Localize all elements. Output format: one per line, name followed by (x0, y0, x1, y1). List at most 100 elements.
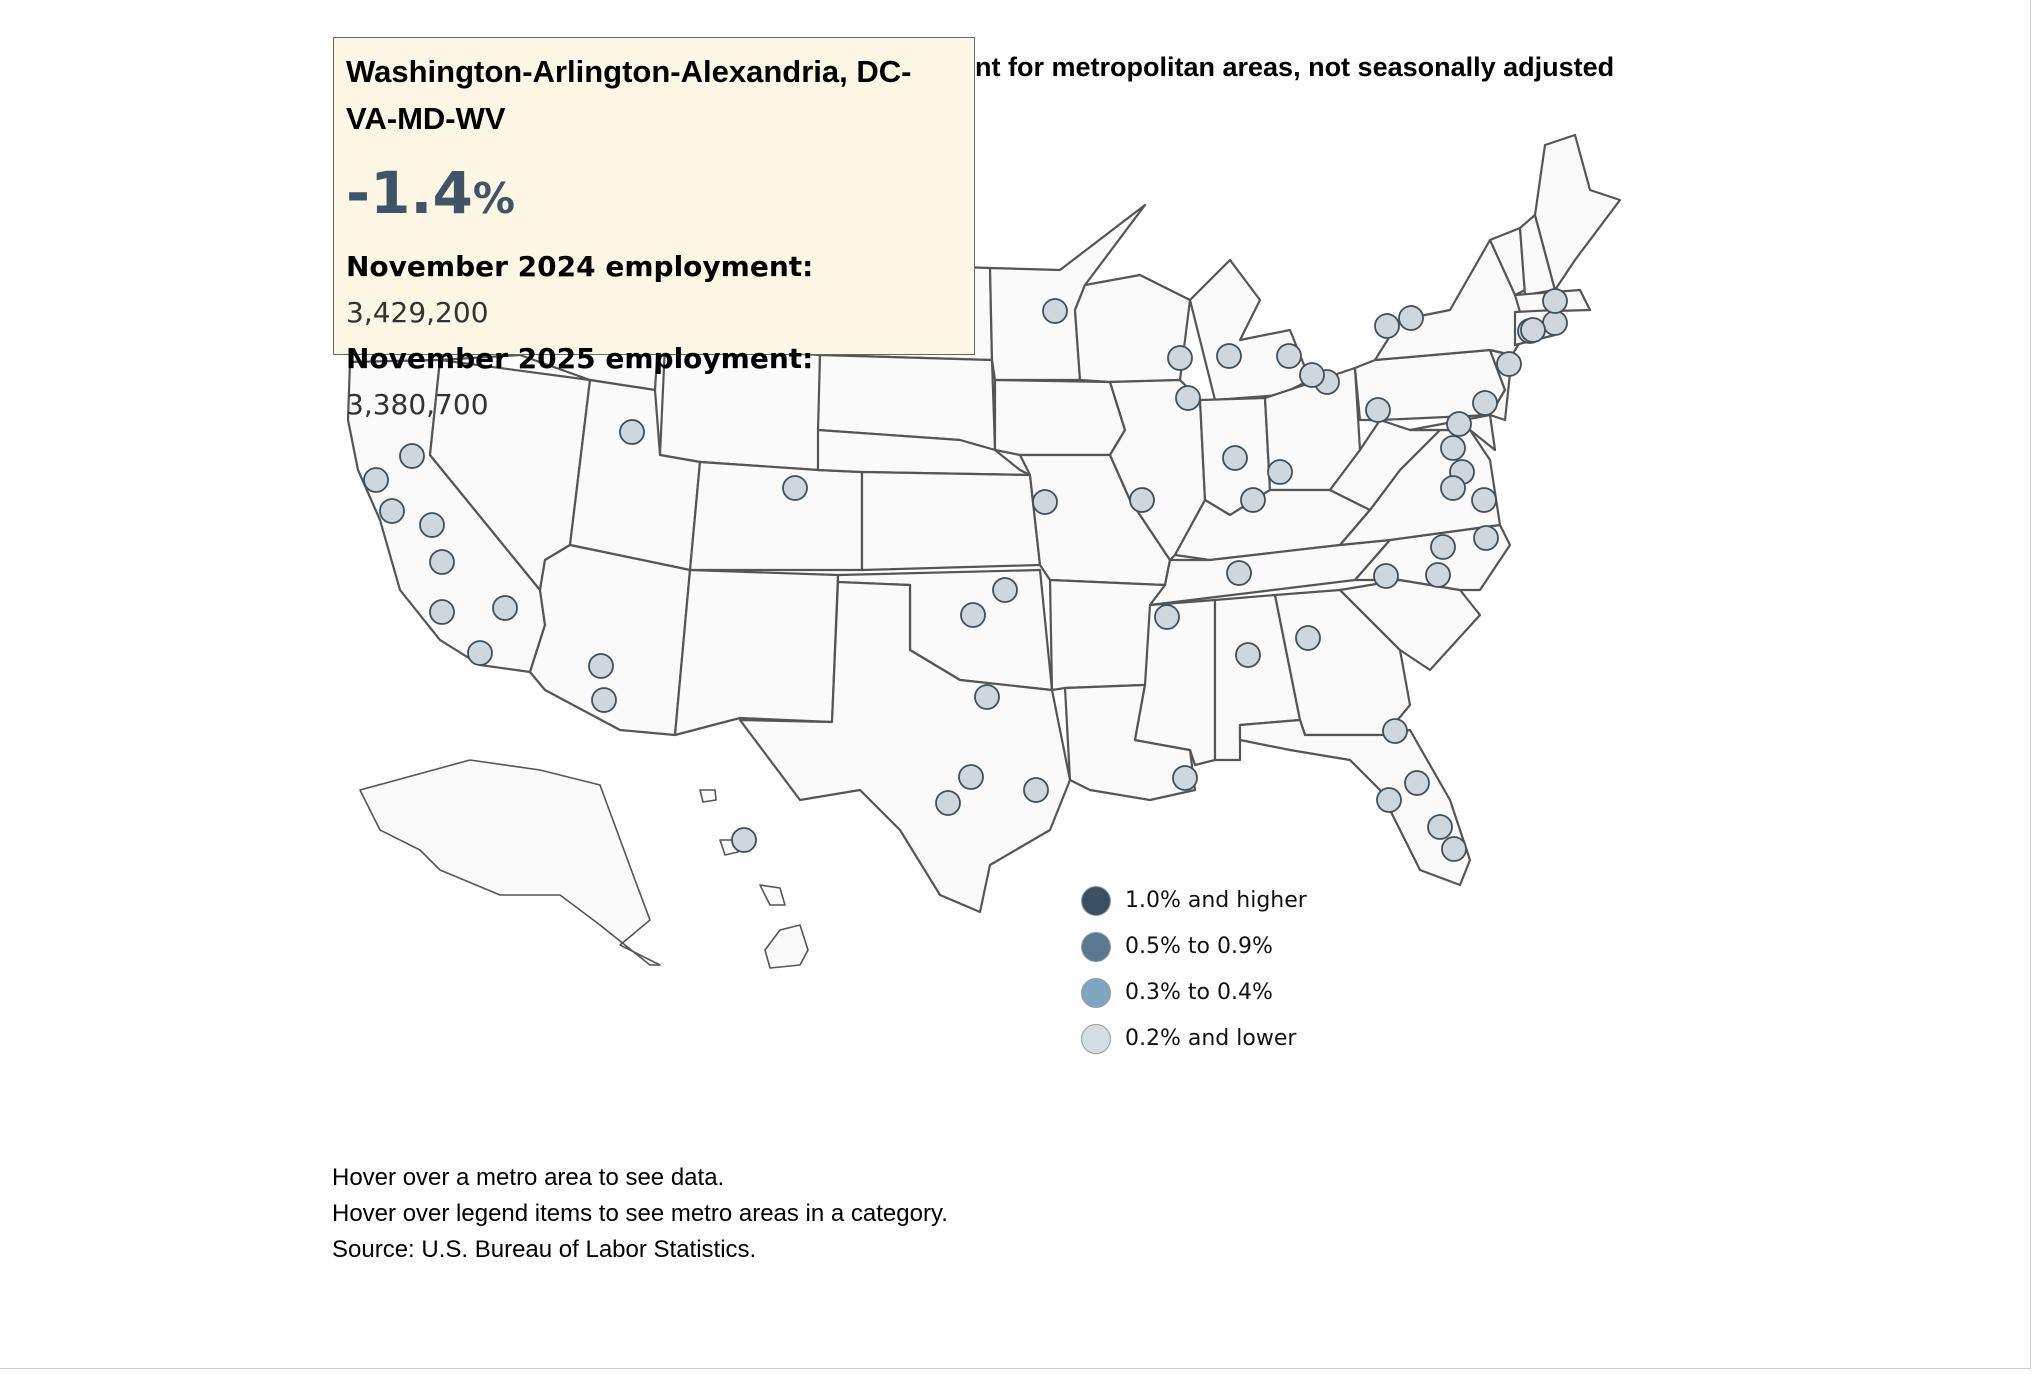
metro-marker[interactable] (1425, 562, 1451, 588)
tooltip-row-2025: November 2025 employment: 3,380,700 (346, 336, 962, 428)
metro-marker[interactable] (1427, 814, 1453, 840)
metro-marker[interactable] (1542, 288, 1568, 314)
metro-tooltip: Washington-Arlington-Alexandria, DC-VA-M… (333, 37, 975, 421)
tooltip-2024-label: November 2024 employment: (346, 250, 814, 283)
metro-marker[interactable] (1023, 777, 1049, 803)
metro-marker[interactable] (974, 684, 1000, 710)
inset-hawaii-big-island (764, 924, 809, 969)
metro-marker[interactable] (1216, 343, 1242, 369)
metro-marker[interactable] (960, 602, 986, 628)
metro-marker[interactable] (1398, 305, 1424, 331)
metro-marker[interactable] (1032, 489, 1058, 515)
tooltip-metro-name: Washington-Arlington-Alexandria, DC-VA-M… (346, 54, 912, 136)
metro-marker[interactable] (1235, 642, 1261, 668)
metro-marker[interactable] (1373, 563, 1399, 589)
inset-alaska (359, 759, 661, 966)
metro-marker[interactable] (1473, 525, 1499, 551)
note-hover-legend: Hover over legend items to see metro are… (332, 1200, 948, 1227)
state-new-mexico (673, 568, 840, 737)
metro-marker[interactable] (1441, 836, 1467, 862)
metro-marker[interactable] (467, 640, 493, 666)
metro-marker[interactable] (1446, 411, 1472, 437)
metro-marker[interactable] (1226, 560, 1252, 586)
state-michigan (1188, 258, 1312, 402)
tooltip-change-value: -1.4% (346, 160, 962, 232)
metro-marker[interactable] (588, 653, 614, 679)
legend-label-low: 0.2% and lower (1125, 1026, 1297, 1051)
metro-marker[interactable] (1520, 317, 1546, 343)
state-kansas (860, 470, 1042, 572)
metro-marker[interactable] (1222, 445, 1248, 471)
metro-marker[interactable] (1542, 310, 1568, 336)
metro-marker[interactable] (1042, 298, 1068, 324)
tooltip-change-unit: % (472, 174, 515, 223)
metro-marker[interactable] (1129, 487, 1155, 513)
metro-marker[interactable] (1172, 765, 1198, 791)
inset-layer (359, 759, 809, 969)
legend-swatch-mid-high (1081, 932, 1111, 962)
inset-hawaii-maui (759, 884, 786, 906)
tooltip-change-number: -1.4 (346, 159, 473, 227)
state-maryland (1408, 413, 1497, 452)
metro-marker[interactable] (1440, 435, 1466, 461)
metro-marker[interactable] (1240, 487, 1266, 513)
legend-label-high: 1.0% and higher (1125, 888, 1307, 913)
state-nebraska (816, 428, 1032, 477)
legend-label-mid-low: 0.3% to 0.4% (1125, 980, 1273, 1005)
metro-marker[interactable] (619, 419, 645, 445)
tooltip-2025-value: 3,380,700 (346, 388, 489, 421)
state-wisconsin (1073, 273, 1192, 384)
metro-marker[interactable] (1472, 390, 1498, 416)
state-florida (1238, 718, 1472, 887)
metro-marker[interactable] (1154, 604, 1180, 630)
notes: Hover over a metro area to see data. Hov… (332, 1160, 948, 1268)
state-texas (738, 580, 1072, 914)
metro-marker[interactable] (958, 764, 984, 790)
metro-marker[interactable] (591, 687, 617, 713)
chart-title: ent for metropolitan areas, not seasonal… (960, 52, 1615, 82)
metro-marker[interactable] (1376, 787, 1402, 813)
metro-marker[interactable] (1267, 459, 1293, 485)
metro-marker[interactable] (731, 827, 757, 853)
legend-swatch-high (1081, 886, 1111, 916)
metro-marker[interactable] (1374, 313, 1400, 339)
metro-marker[interactable] (992, 577, 1018, 603)
metro-marker[interactable] (1430, 534, 1456, 560)
state-maine (1533, 133, 1622, 292)
legend-label-mid-high: 0.5% to 0.9% (1125, 934, 1273, 959)
inset-hawaii-kauai (699, 789, 717, 803)
metro-marker[interactable] (1365, 397, 1391, 423)
metro-marker[interactable] (1167, 345, 1193, 371)
metro-marker[interactable] (399, 443, 425, 469)
legend-swatch-low (1081, 1024, 1111, 1054)
metro-marker[interactable] (1440, 475, 1466, 501)
tooltip-row-2024: November 2024 employment: 3,429,200 (346, 244, 962, 336)
tooltip-2025-label: November 2025 employment: (346, 342, 814, 375)
metro-marker[interactable] (492, 595, 518, 621)
metro-marker[interactable] (1471, 487, 1497, 513)
bottom-border (0, 1368, 2030, 1369)
note-hover-metro: Hover over a metro area to see data. (332, 1164, 725, 1191)
right-border (2030, 0, 2031, 1369)
metro-marker[interactable] (935, 790, 961, 816)
metro-marker[interactable] (429, 549, 455, 575)
legend-swatch-mid-low (1081, 978, 1111, 1008)
metro-marker[interactable] (1295, 625, 1321, 651)
metro-markers-layer (363, 288, 1568, 862)
metro-marker[interactable] (1299, 362, 1325, 388)
state-colorado (688, 460, 864, 572)
state-iowa (993, 378, 1127, 457)
metro-marker[interactable] (363, 467, 389, 493)
metro-marker[interactable] (1496, 351, 1522, 377)
metro-marker[interactable] (379, 498, 405, 524)
metro-marker[interactable] (1404, 770, 1430, 796)
metro-marker[interactable] (419, 512, 445, 538)
metro-marker[interactable] (1175, 385, 1201, 411)
metro-marker[interactable] (782, 475, 808, 501)
tooltip-2024-value: 3,429,200 (346, 296, 489, 329)
metro-marker[interactable] (1382, 718, 1408, 744)
metro-marker[interactable] (429, 599, 455, 625)
metro-marker[interactable] (1276, 343, 1302, 369)
note-source: Source: U.S. Bureau of Labor Statistics. (332, 1236, 757, 1263)
